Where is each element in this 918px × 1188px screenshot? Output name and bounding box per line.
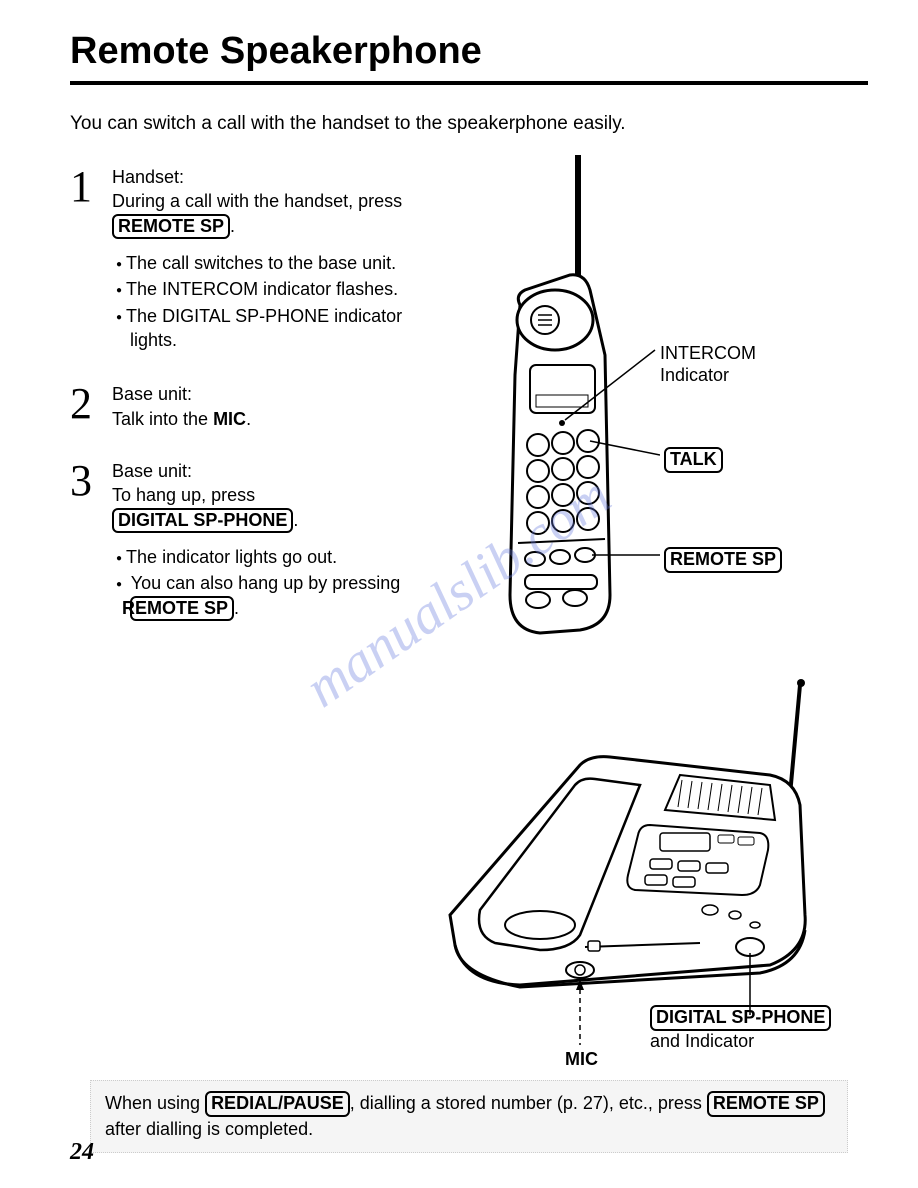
step-number: 1: [70, 165, 100, 209]
remote-sp-button-label: REMOTE SP: [707, 1091, 825, 1117]
mic-label: MIC: [213, 409, 246, 429]
step-3-bullets: The indicator lights go out. You can als…: [112, 545, 410, 621]
step-text-after: .: [293, 510, 298, 530]
page-title: Remote Speakerphone: [70, 30, 868, 73]
bullet-text-before: You can also hang up by pressing: [131, 573, 401, 593]
redial-pause-button-label: REDIAL/PAUSE: [205, 1091, 350, 1117]
intercom-callout: INTERCOM Indicator: [660, 343, 756, 386]
callout-subtext: and Indicator: [650, 1031, 754, 1051]
diagram-column: INTERCOM Indicator TALK REMOTE SP DIGITA…: [420, 165, 868, 1065]
talk-callout: TALK: [664, 447, 723, 473]
content-area: 1 Handset: During a call with the handse…: [70, 165, 868, 1065]
callout-text: Indicator: [660, 365, 729, 385]
steps-column: 1 Handset: During a call with the handse…: [70, 165, 410, 1065]
step-1: 1 Handset: During a call with the handse…: [70, 165, 410, 354]
bullet-item: The INTERCOM indicator flashes.: [112, 277, 410, 301]
digital-sp-phone-button-label: DIGITAL SP-PHONE: [112, 508, 293, 534]
note-text: , dialling a stored number (p. 27), etc.…: [350, 1093, 707, 1113]
mic-callout: MIC: [565, 1049, 598, 1071]
step-body: Handset: During a call with the handset,…: [112, 165, 410, 354]
note-text: When using: [105, 1093, 205, 1113]
bullet-item: You can also hang up by pressing REMOTE …: [112, 571, 410, 621]
step-1-bullets: The call switches to the base unit. The …: [112, 251, 410, 352]
handset-illustration: [460, 155, 660, 675]
callout-text: INTERCOM: [660, 343, 756, 363]
bullet-item: The indicator lights go out.: [112, 545, 410, 569]
bullet-item: The DIGITAL SP-PHONE indicator lights.: [112, 304, 410, 353]
step-text-before: During a call with the handset, press: [112, 191, 402, 211]
remote-sp-button-label: REMOTE SP: [130, 596, 234, 622]
remote-sp-callout: REMOTE SP: [664, 547, 782, 573]
remote-sp-button-label: REMOTE SP: [664, 547, 782, 573]
step-2: 2 Base unit: Talk into the MIC.: [70, 382, 410, 431]
remote-sp-button-label: REMOTE SP: [112, 214, 230, 240]
step-3: 3 Base unit: To hang up, press DIGITAL S…: [70, 459, 410, 623]
bullet-text-after: .: [234, 598, 239, 618]
page-number: 24: [70, 1139, 94, 1166]
bullet-item: The call switches to the base unit.: [112, 251, 410, 275]
title-divider: [70, 81, 868, 85]
step-number: 2: [70, 382, 100, 426]
step-text-before: To hang up, press: [112, 485, 255, 505]
intro-text: You can switch a call with the handset t…: [70, 113, 868, 135]
step-body: Base unit: Talk into the MIC.: [112, 382, 410, 431]
step-number: 3: [70, 459, 100, 503]
step-label: Base unit:: [112, 382, 410, 406]
step-label: Base unit:: [112, 459, 410, 483]
step-text-after: .: [246, 409, 251, 429]
talk-button-label: TALK: [664, 447, 723, 473]
note-text: after dialling is completed.: [105, 1119, 313, 1139]
step-label: Handset:: [112, 165, 410, 189]
digital-sp-phone-button-label: DIGITAL SP-PHONE: [650, 1005, 831, 1031]
step-body: Base unit: To hang up, press DIGITAL SP-…: [112, 459, 410, 623]
note-box: When using REDIAL/PAUSE, dialling a stor…: [90, 1080, 848, 1153]
step-text-after: .: [230, 216, 235, 236]
step-text-before: Talk into the: [112, 409, 213, 429]
digital-sp-callout: DIGITAL SP-PHONE and Indicator: [650, 1005, 831, 1052]
